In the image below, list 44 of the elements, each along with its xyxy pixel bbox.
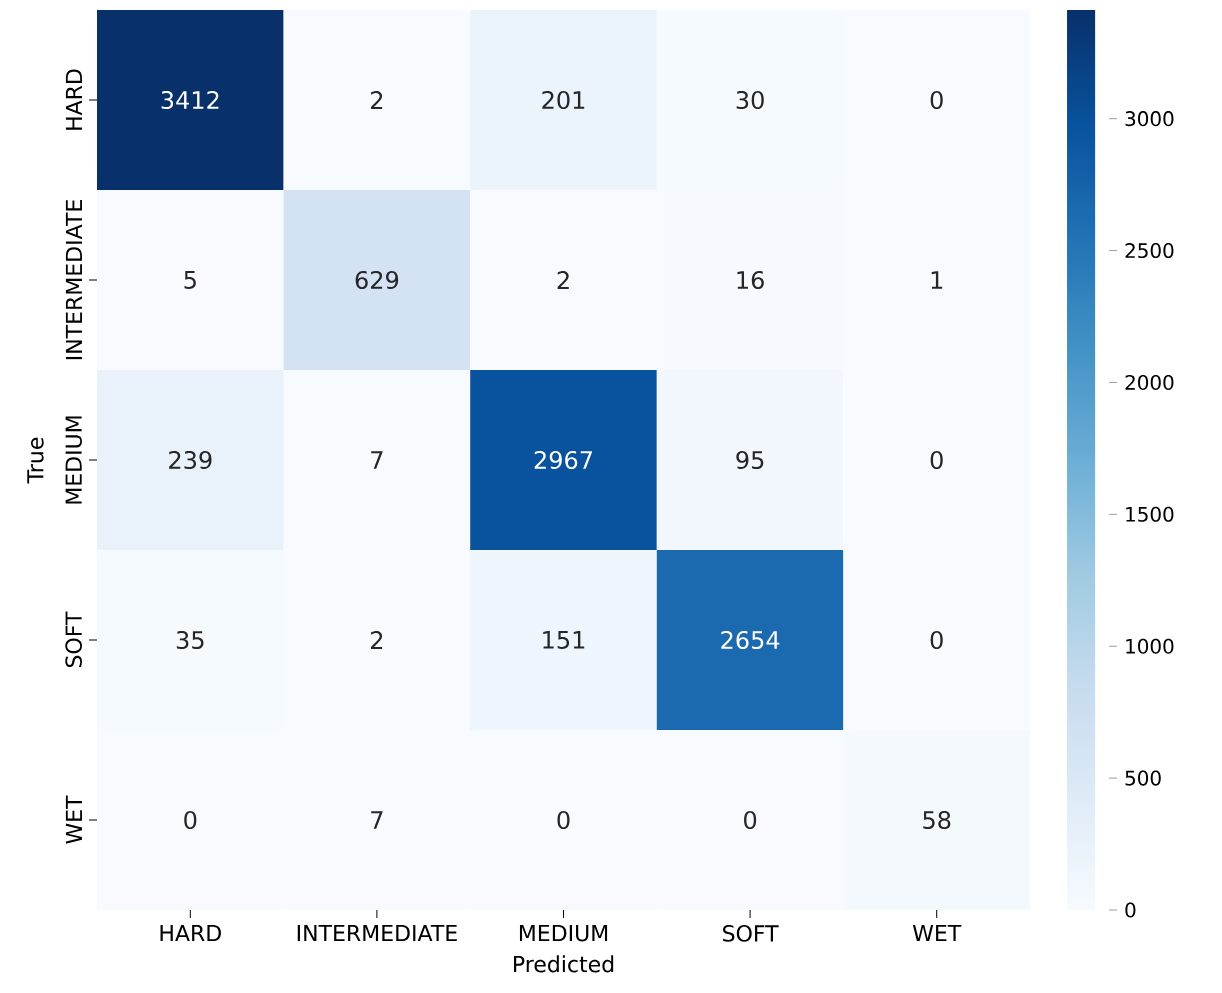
x-tick-label: INTERMEDIATE — [297, 925, 457, 942]
color-bar-label: 1000 — [1126, 638, 1174, 654]
data-label: 7 — [371, 811, 383, 829]
color-bar-label: 2500 — [1125, 243, 1174, 259]
x-tick-label: HARD — [160, 925, 221, 942]
data-label: 2654 — [721, 630, 780, 650]
y-tick-label: WET — [65, 795, 82, 844]
y-tick-label: MEDIUM — [65, 416, 82, 504]
data-label: 0 — [930, 90, 943, 110]
data-label: 0 — [744, 810, 757, 830]
data-label: 7 — [371, 451, 383, 469]
color-bar-label: 500 — [1125, 770, 1161, 786]
data-label: 2967 — [534, 450, 592, 470]
y-tick-label: HARD — [65, 69, 82, 130]
x-tick-label: SOFT — [723, 925, 779, 942]
data-label: 0 — [930, 630, 943, 650]
data-label: 151 — [543, 631, 585, 649]
x-tick-label: MEDIUM — [519, 925, 608, 942]
data-label: 2 — [557, 271, 569, 289]
data-label: 3412 — [161, 90, 219, 110]
x-axis-title: Predicted — [514, 955, 614, 973]
data-label: 0 — [930, 450, 943, 470]
color-bar-label: 3000 — [1125, 111, 1174, 127]
y-axis-title: True — [27, 437, 44, 484]
data-label: 30 — [736, 90, 764, 110]
y-tick-label: INTERMEDIATE — [65, 200, 82, 360]
data-label: 16 — [737, 270, 764, 290]
x-tick-label: WET — [912, 925, 962, 942]
color-bar-label: 1500 — [1126, 506, 1174, 522]
data-label: 1 — [931, 271, 943, 289]
data-label: 0 — [557, 810, 570, 830]
data-label: 5 — [184, 271, 196, 289]
data-label: 0 — [184, 810, 197, 830]
data-label: 2 — [371, 631, 383, 649]
data-label: 629 — [355, 270, 399, 290]
y-tick-label: SOFT — [65, 611, 82, 668]
data-label: 2 — [371, 91, 383, 109]
color-bar-label: 0 — [1125, 902, 1136, 918]
data-label: 58 — [923, 810, 951, 830]
data-label: 95 — [736, 450, 764, 470]
color-bar-label: 2000 — [1125, 374, 1174, 390]
data-label: 239 — [169, 450, 212, 470]
data-label: 35 — [176, 630, 204, 650]
data-label: 201 — [542, 90, 585, 110]
